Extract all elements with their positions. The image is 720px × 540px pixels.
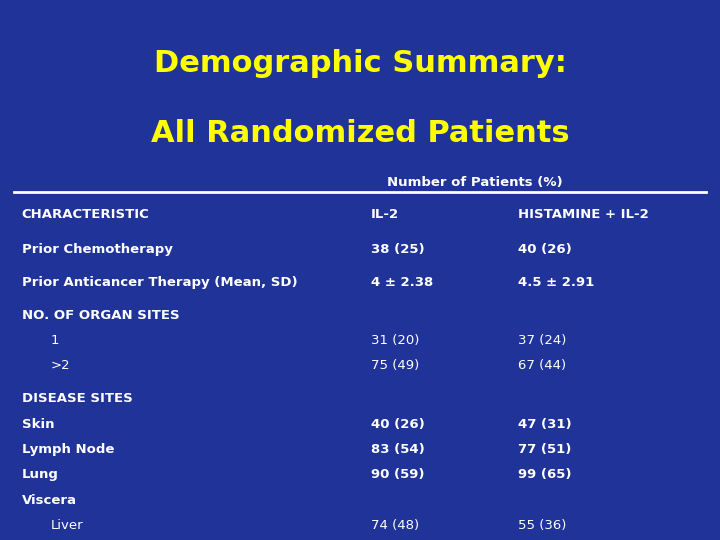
Text: 37 (24): 37 (24): [518, 334, 567, 347]
Text: 31 (20): 31 (20): [371, 334, 419, 347]
Text: NO. OF ORGAN SITES: NO. OF ORGAN SITES: [22, 308, 179, 321]
Text: Prior Chemotherapy: Prior Chemotherapy: [22, 242, 173, 255]
Text: DISEASE SITES: DISEASE SITES: [22, 392, 132, 405]
Text: >2: >2: [50, 359, 70, 372]
Text: 55 (36): 55 (36): [518, 519, 567, 532]
Text: 77 (51): 77 (51): [518, 443, 572, 456]
Text: 99 (65): 99 (65): [518, 468, 572, 481]
Text: Demographic Summary:: Demographic Summary:: [153, 49, 567, 78]
Text: All Randomized Patients: All Randomized Patients: [150, 119, 570, 148]
Text: 4 ± 2.38: 4 ± 2.38: [371, 275, 433, 288]
Text: Prior Anticancer Therapy (Mean, SD): Prior Anticancer Therapy (Mean, SD): [22, 275, 297, 288]
Text: 67 (44): 67 (44): [518, 359, 567, 372]
Text: Viscera: Viscera: [22, 494, 76, 507]
Text: 75 (49): 75 (49): [371, 359, 419, 372]
Text: 40 (26): 40 (26): [371, 417, 425, 430]
Text: Lung: Lung: [22, 468, 58, 481]
Text: 38 (25): 38 (25): [371, 242, 424, 255]
Text: 47 (31): 47 (31): [518, 417, 572, 430]
Text: CHARACTERISTIC: CHARACTERISTIC: [22, 208, 149, 221]
Text: IL-2: IL-2: [371, 208, 399, 221]
Text: 1: 1: [50, 334, 59, 347]
Text: HISTAMINE + IL-2: HISTAMINE + IL-2: [518, 208, 649, 221]
Text: Skin: Skin: [22, 417, 54, 430]
Text: 74 (48): 74 (48): [371, 519, 419, 532]
Text: Liver: Liver: [50, 519, 83, 532]
Text: 40 (26): 40 (26): [518, 242, 572, 255]
Text: Lymph Node: Lymph Node: [22, 443, 114, 456]
Text: 4.5 ± 2.91: 4.5 ± 2.91: [518, 275, 595, 288]
Text: Number of Patients (%): Number of Patients (%): [387, 176, 563, 189]
Text: 83 (54): 83 (54): [371, 443, 425, 456]
Text: 90 (59): 90 (59): [371, 468, 424, 481]
